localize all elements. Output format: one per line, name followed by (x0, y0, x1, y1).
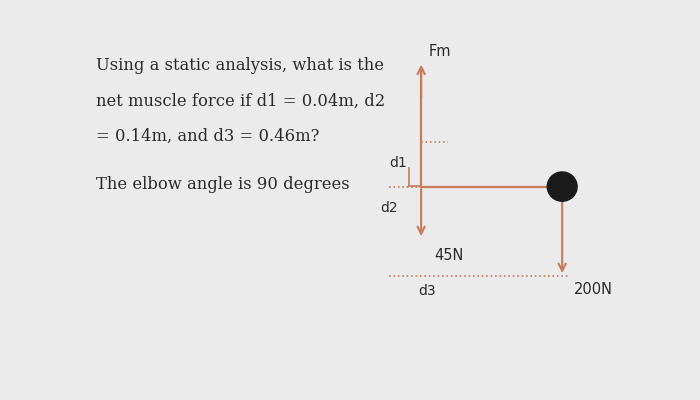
Text: Using a static analysis, what is the: Using a static analysis, what is the (96, 57, 384, 74)
Text: net muscle force if d1 = 0.04m, d2: net muscle force if d1 = 0.04m, d2 (96, 93, 385, 110)
Ellipse shape (547, 172, 577, 201)
Text: d2: d2 (381, 201, 398, 215)
Text: = 0.14m, and d3 = 0.46m?: = 0.14m, and d3 = 0.46m? (96, 128, 319, 145)
Text: 45N: 45N (435, 248, 464, 263)
Text: d3: d3 (419, 284, 436, 298)
Text: d1: d1 (390, 156, 407, 170)
Text: 200N: 200N (574, 282, 613, 297)
Text: The elbow angle is 90 degrees: The elbow angle is 90 degrees (96, 176, 349, 193)
Text: Fm: Fm (428, 44, 451, 59)
